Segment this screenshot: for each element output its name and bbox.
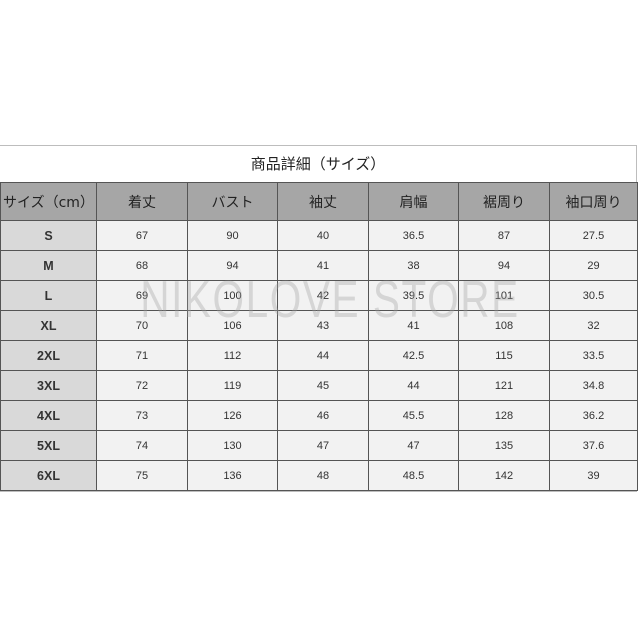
measurement-cell: 130 xyxy=(187,430,278,461)
measurement-cell: 39.5 xyxy=(368,280,459,311)
measurement-cell: 41 xyxy=(368,310,459,341)
table-row: L 69 100 42 39.5 101 30.5 xyxy=(0,280,638,311)
size-label: S xyxy=(0,220,97,251)
table-row: 2XL 71 112 44 42.5 115 33.5 xyxy=(0,340,638,371)
table-title: 商品詳細（サイズ） xyxy=(0,146,636,182)
size-label: 5XL xyxy=(0,430,97,461)
table-row: 5XL 74 130 47 47 135 37.6 xyxy=(0,430,638,461)
measurement-cell: 73 xyxy=(96,400,188,431)
size-label: 4XL xyxy=(0,400,97,431)
measurement-cell: 67 xyxy=(96,220,188,251)
measurement-cell: 32 xyxy=(549,310,638,341)
measurement-cell: 40 xyxy=(277,220,369,251)
measurement-cell: 142 xyxy=(458,460,550,491)
measurement-cell: 36.5 xyxy=(368,220,459,251)
measurement-cell: 75 xyxy=(96,460,188,491)
measurement-cell: 136 xyxy=(187,460,278,491)
measurement-cell: 45 xyxy=(277,370,369,401)
table-row: XL 70 106 43 41 108 32 xyxy=(0,310,638,341)
column-header: 肩幅 xyxy=(368,182,459,221)
measurement-cell: 42 xyxy=(277,280,369,311)
column-header: サイズ（cm） xyxy=(0,182,97,221)
size-label: XL xyxy=(0,310,97,341)
measurement-cell: 90 xyxy=(187,220,278,251)
measurement-cell: 42.5 xyxy=(368,340,459,371)
column-header: 裾周り xyxy=(458,182,550,221)
header-row: サイズ（cm） 着丈 バスト 袖丈 肩幅 裾周り 袖口周り xyxy=(0,182,638,221)
measurement-cell: 100 xyxy=(187,280,278,311)
table-row: 3XL 72 119 45 44 121 34.8 xyxy=(0,370,638,401)
measurement-cell: 126 xyxy=(187,400,278,431)
measurement-cell: 48 xyxy=(277,460,369,491)
table-row: S 67 90 40 36.5 87 27.5 xyxy=(0,220,638,251)
measurement-cell: 44 xyxy=(277,340,369,371)
size-label: L xyxy=(0,280,97,311)
measurement-cell: 34.8 xyxy=(549,370,638,401)
measurement-cell: 115 xyxy=(458,340,550,371)
measurement-cell: 108 xyxy=(458,310,550,341)
measurement-cell: 38 xyxy=(368,250,459,281)
measurement-cell: 69 xyxy=(96,280,188,311)
measurement-cell: 37.6 xyxy=(549,430,638,461)
measurement-cell: 135 xyxy=(458,430,550,461)
size-chart: 商品詳細（サイズ） サイズ（cm） 着丈 バスト 袖丈 肩幅 裾周り 袖口周り S 67 90 4… xyxy=(0,145,638,492)
measurement-cell: 87 xyxy=(458,220,550,251)
measurement-cell: 128 xyxy=(458,400,550,431)
measurement-cell: 101 xyxy=(458,280,550,311)
column-header: バスト xyxy=(187,182,278,221)
measurement-cell: 72 xyxy=(96,370,188,401)
column-header: 袖口周り xyxy=(549,182,638,221)
measurement-cell: 47 xyxy=(368,430,459,461)
column-header: 着丈 xyxy=(96,182,188,221)
measurement-cell: 33.5 xyxy=(549,340,638,371)
measurement-cell: 106 xyxy=(187,310,278,341)
measurement-cell: 71 xyxy=(96,340,188,371)
measurement-cell: 94 xyxy=(187,250,278,281)
measurement-cell: 46 xyxy=(277,400,369,431)
size-label: 3XL xyxy=(0,370,97,401)
measurement-cell: 48.5 xyxy=(368,460,459,491)
table-row: M 68 94 41 38 94 29 xyxy=(0,250,638,281)
measurement-cell: 36.2 xyxy=(549,400,638,431)
measurement-cell: 121 xyxy=(458,370,550,401)
column-header: 袖丈 xyxy=(277,182,369,221)
measurement-cell: 29 xyxy=(549,250,638,281)
size-label: M xyxy=(0,250,97,281)
measurement-cell: 68 xyxy=(96,250,188,281)
measurement-cell: 47 xyxy=(277,430,369,461)
measurement-cell: 70 xyxy=(96,310,188,341)
measurement-cell: 44 xyxy=(368,370,459,401)
measurement-cell: 43 xyxy=(277,310,369,341)
measurement-cell: 39 xyxy=(549,460,638,491)
measurement-cell: 94 xyxy=(458,250,550,281)
measurement-cell: 45.5 xyxy=(368,400,459,431)
measurement-cell: 74 xyxy=(96,430,188,461)
measurement-cell: 41 xyxy=(277,250,369,281)
measurement-cell: 30.5 xyxy=(549,280,638,311)
measurement-cell: 119 xyxy=(187,370,278,401)
table-row: 4XL 73 126 46 45.5 128 36.2 xyxy=(0,400,638,431)
size-label: 2XL xyxy=(0,340,97,371)
table-row: 6XL 75 136 48 48.5 142 39 xyxy=(0,460,638,491)
measurement-cell: 27.5 xyxy=(549,220,638,251)
size-label: 6XL xyxy=(0,460,97,491)
measurement-cell: 112 xyxy=(187,340,278,371)
size-table: サイズ（cm） 着丈 バスト 袖丈 肩幅 裾周り 袖口周り S 67 90 40 36.5 87 27.… xyxy=(0,182,638,491)
